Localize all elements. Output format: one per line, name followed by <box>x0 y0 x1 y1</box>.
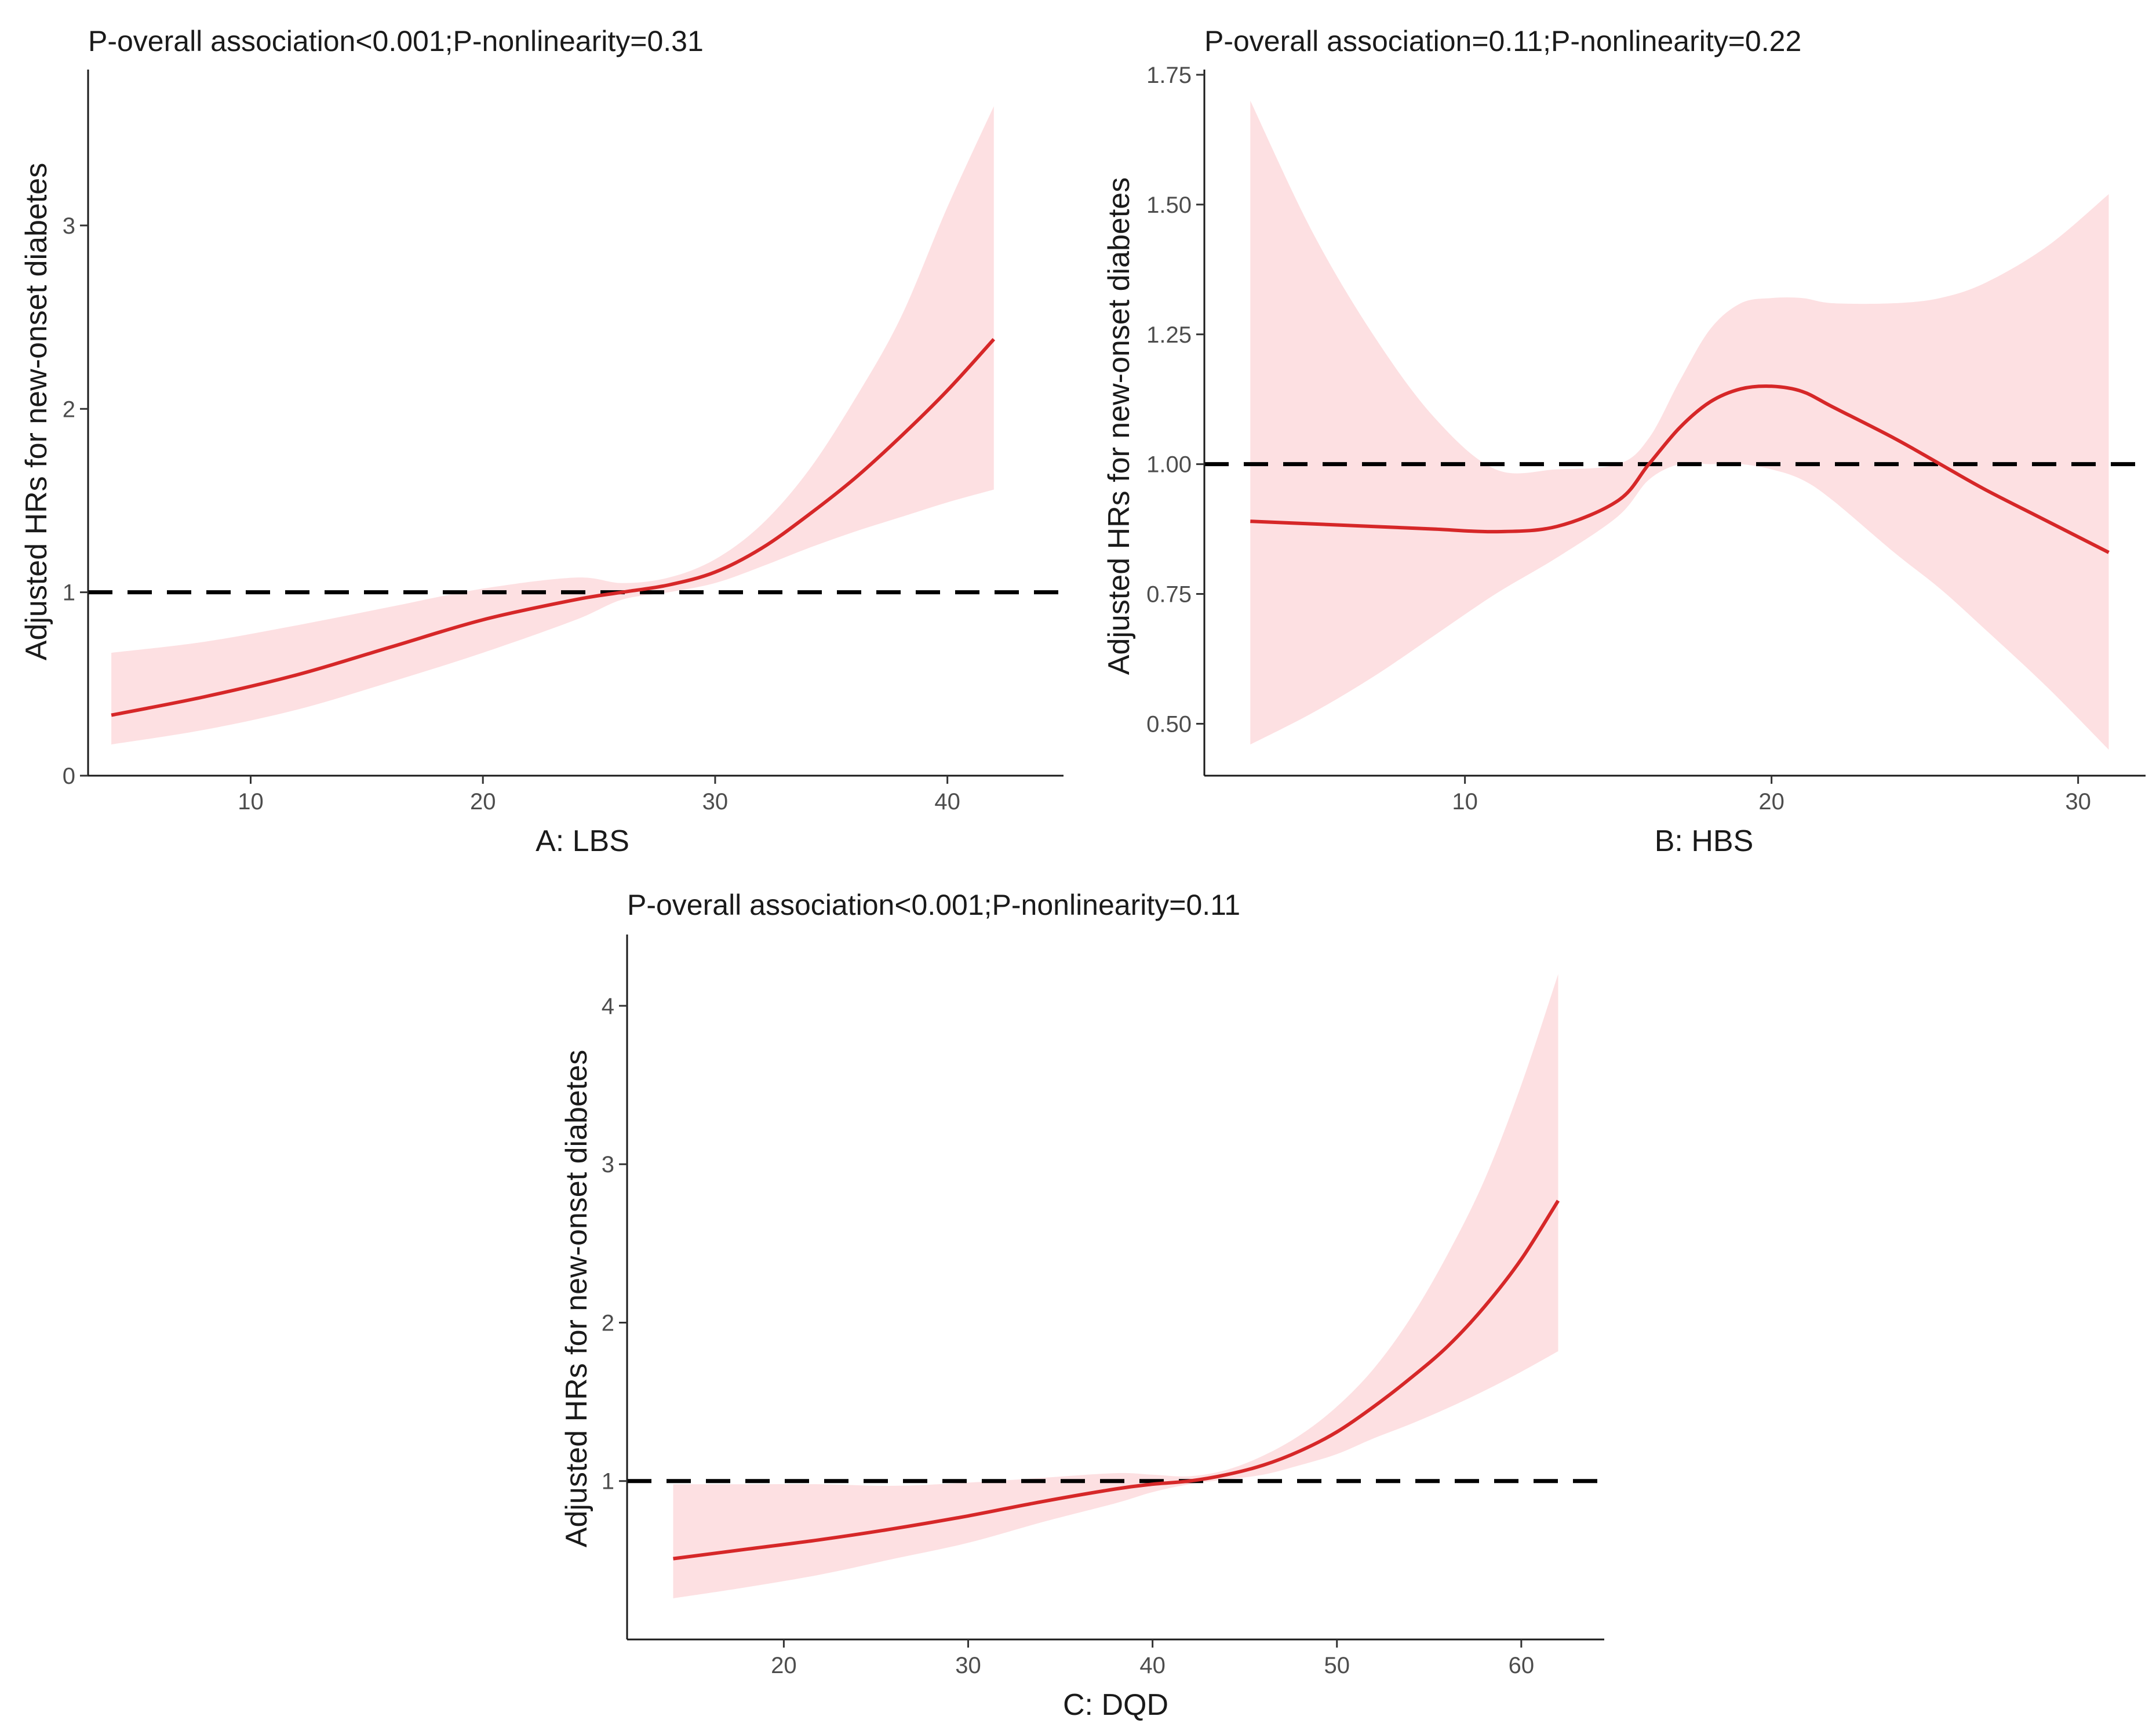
panel-b: P-overall association=0.11;P-nonlinearit… <box>1102 25 2146 858</box>
panel-b-x-label: B: HBS <box>1655 824 1754 858</box>
panel-b-y-ticks: 0.50 0.75 1.00 1.25 1.50 1.75 <box>1146 63 1204 737</box>
panel-c-x-label: C: DQD <box>1063 1688 1168 1722</box>
panel-c-hr-curve <box>673 1199 1560 1561</box>
panel-b-y-label: Adjusted HRs for new-onset diabetes <box>1102 177 1136 675</box>
panel-a-x-tick-label: 40 <box>934 789 960 815</box>
panel-b-x-tick-label: 10 <box>1452 789 1478 815</box>
panel-a-x-label: A: LBS <box>536 824 629 858</box>
panel-a-y-tick-label: 0 <box>63 763 75 789</box>
panel-a-hr-curve <box>111 338 996 717</box>
panel-c-x-ticks: 20 30 40 50 60 <box>771 1639 1534 1678</box>
panel-b-ci-band <box>1250 100 2109 750</box>
panel-b-y-tick-label: 1.50 <box>1146 192 1192 218</box>
panel-a-ci-band <box>111 106 994 745</box>
panel-c-y-ticks: 1 2 3 4 <box>602 994 627 1495</box>
panel-a-title: P-overall association<0.001;P-nonlineari… <box>88 25 704 57</box>
panel-a-x-tick-label: 30 <box>702 789 729 815</box>
panel-b-x-tick-label: 20 <box>1758 789 1784 815</box>
panel-a-y-tick-label: 2 <box>63 397 75 422</box>
panel-a-y-tick-label: 1 <box>63 580 75 606</box>
panel-c-x-tick-label: 20 <box>771 1653 797 1678</box>
panel-b-hr-curve <box>1250 384 2110 554</box>
panel-c-x-tick-label: 30 <box>955 1653 981 1678</box>
panel-a: P-overall association<0.001;P-nonlineari… <box>20 25 1064 858</box>
panel-c-x-tick-label: 60 <box>1509 1653 1535 1678</box>
panel-c: P-overall association<0.001;P-nonlineari… <box>560 889 1604 1722</box>
panel-b-y-tick-label: 1.00 <box>1146 452 1192 478</box>
panel-b-y-tick-label: 0.50 <box>1146 711 1192 737</box>
panel-b-x-ticks: 10 20 30 <box>1452 776 2091 815</box>
panel-c-y-label: Adjusted HRs for new-onset diabetes <box>560 1050 593 1547</box>
panel-c-y-tick-label: 4 <box>602 994 614 1019</box>
panel-c-x-tick-label: 50 <box>1324 1653 1350 1678</box>
panel-b-y-tick-label: 1.25 <box>1146 322 1192 348</box>
panel-c-y-tick-label: 2 <box>602 1310 614 1336</box>
panel-a-y-label: Adjusted HRs for new-onset diabetes <box>20 163 53 660</box>
panel-c-y-tick-label: 1 <box>602 1469 614 1495</box>
panel-b-title: P-overall association=0.11;P-nonlinearit… <box>1204 25 1801 57</box>
panel-b-y-tick-label: 1.75 <box>1146 63 1192 88</box>
panel-a-y-tick-label: 3 <box>63 213 75 239</box>
panel-a-x-tick-label: 20 <box>470 789 496 815</box>
panel-c-y-tick-label: 3 <box>602 1152 614 1177</box>
panel-a-x-tick-label: 10 <box>238 789 264 815</box>
panel-a-x-ticks: 10 20 30 40 <box>238 776 960 815</box>
panel-c-ci-band <box>673 974 1558 1598</box>
panel-a-y-ticks: 0 1 2 3 <box>63 213 88 789</box>
panel-c-title: P-overall association<0.001;P-nonlineari… <box>627 889 1240 921</box>
panel-b-x-tick-label: 30 <box>2065 789 2091 815</box>
panel-b-y-tick-label: 0.75 <box>1146 582 1192 608</box>
panel-c-x-tick-label: 40 <box>1139 1653 1166 1678</box>
